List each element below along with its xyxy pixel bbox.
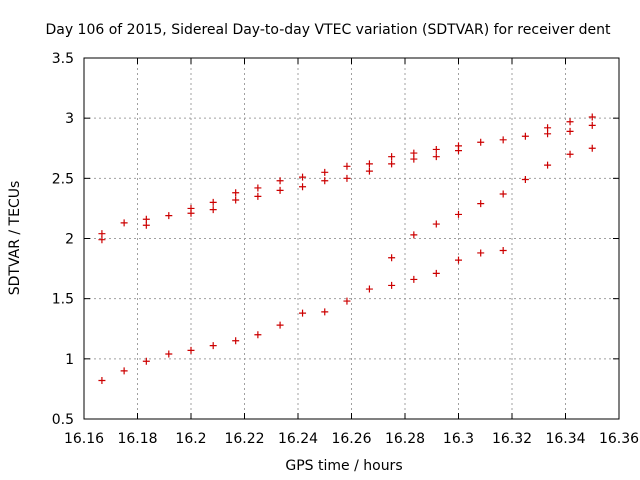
data-point-upper	[321, 168, 329, 176]
data-point-upper	[365, 160, 373, 168]
data-point-upper	[98, 230, 106, 238]
x-tick-label: 16.18	[117, 431, 157, 447]
data-point-upper	[276, 177, 284, 185]
data-point-upper	[410, 149, 418, 157]
x-tick-label: 16.28	[385, 431, 425, 447]
data-point-lower	[321, 308, 329, 316]
data-point-upper	[365, 167, 373, 175]
data-point-middle	[499, 190, 507, 198]
x-tick-label: 16.22	[224, 431, 264, 447]
data-point-upper	[499, 136, 507, 144]
data-point-upper	[343, 174, 351, 182]
data-point-upper	[388, 153, 396, 161]
data-point-upper	[588, 121, 596, 129]
data-point-lower	[187, 346, 195, 354]
x-tick-label: 16.24	[278, 431, 318, 447]
data-point-upper	[254, 184, 262, 192]
data-point-lower	[276, 321, 284, 329]
data-point-lower	[365, 285, 373, 293]
grid-lines	[84, 58, 619, 419]
data-point-middle	[588, 144, 596, 152]
data-point-upper	[343, 162, 351, 170]
data-point-upper	[432, 145, 440, 153]
y-tick-label: 3	[65, 111, 74, 127]
data-point-upper	[477, 138, 485, 146]
data-points	[98, 113, 596, 384]
data-point-upper	[209, 206, 217, 214]
data-point-upper	[521, 132, 529, 140]
data-point-upper	[388, 160, 396, 168]
data-point-middle	[455, 210, 462, 218]
data-point-upper	[232, 189, 240, 197]
data-point-middle	[566, 150, 574, 158]
data-point-middle	[432, 220, 440, 228]
axis-ticks: 16.16 16.18 16.2 16.22 16.24 16.26 16.28 16.3 16…	[52, 51, 639, 447]
data-point-upper	[232, 196, 240, 204]
data-point-lower	[432, 269, 440, 277]
x-tick-label: 16.2	[175, 431, 206, 447]
data-point-upper	[254, 192, 262, 200]
data-point-middle	[477, 200, 485, 208]
data-point-upper	[165, 212, 173, 220]
y-tick-label: 0.5	[52, 412, 74, 428]
x-tick-label: 16.34	[545, 431, 585, 447]
data-point-lower	[209, 342, 217, 350]
data-point-upper	[566, 127, 574, 135]
y-axis-label: SDTVAR / TECUs	[7, 181, 23, 296]
data-point-lower	[120, 367, 128, 375]
data-point-upper	[566, 118, 574, 126]
y-tick-label: 3.5	[52, 51, 74, 67]
data-point-upper	[276, 186, 284, 194]
x-tick-label: 16.36	[599, 431, 639, 447]
data-point-upper	[98, 236, 106, 244]
data-point-upper	[299, 183, 307, 191]
y-tick-label: 1	[65, 352, 74, 368]
data-point-lower	[254, 331, 262, 339]
y-tick-label: 1.5	[52, 292, 74, 308]
data-point-middle	[410, 231, 418, 239]
y-tick-label: 2	[65, 232, 74, 248]
data-point-lower	[299, 309, 307, 317]
data-point-upper	[321, 177, 329, 185]
data-point-upper	[544, 130, 552, 138]
data-point-lower	[98, 376, 106, 384]
data-point-upper	[588, 113, 596, 121]
data-point-lower	[232, 337, 240, 345]
data-point-middle	[521, 176, 529, 184]
x-tick-label: 16.26	[331, 431, 371, 447]
chart-title: Day 106 of 2015, Sidereal Day-to-day VTE…	[45, 22, 611, 38]
data-point-lower	[477, 249, 485, 257]
data-point-upper	[142, 215, 150, 223]
data-point-upper	[120, 219, 128, 227]
data-point-middle	[544, 161, 552, 169]
data-point-upper	[142, 221, 150, 229]
data-point-lower	[165, 350, 173, 358]
x-tick-label: 16.3	[443, 431, 474, 447]
y-tick-label: 2.5	[52, 171, 74, 187]
x-axis-label: GPS time / hours	[285, 458, 402, 474]
data-point-lower	[410, 275, 418, 283]
plot-frame	[83, 57, 620, 420]
data-point-lower	[343, 297, 351, 305]
data-point-upper	[544, 124, 552, 132]
data-point-upper	[432, 153, 440, 161]
data-point-lower	[455, 256, 462, 264]
data-point-upper	[410, 155, 418, 163]
data-point-middle	[388, 254, 396, 262]
data-point-upper	[299, 173, 307, 181]
data-point-upper	[209, 198, 217, 206]
x-tick-label: 16.32	[492, 431, 532, 447]
data-point-lower	[388, 281, 396, 289]
data-point-lower	[142, 357, 150, 365]
data-point-upper	[455, 147, 462, 155]
data-point-lower	[499, 247, 507, 255]
data-point-upper	[187, 209, 195, 217]
x-tick-label: 16.16	[64, 431, 104, 447]
